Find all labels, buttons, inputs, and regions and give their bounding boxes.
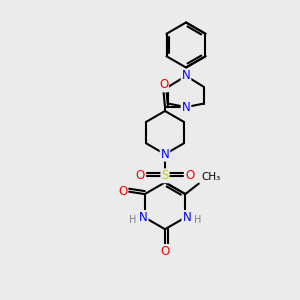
Text: H: H: [129, 215, 136, 225]
Text: O: O: [159, 78, 168, 92]
Text: O: O: [185, 169, 194, 182]
Text: N: N: [160, 148, 169, 161]
Text: O: O: [136, 169, 145, 182]
Text: H: H: [194, 215, 201, 225]
Text: N: N: [182, 211, 191, 224]
Text: N: N: [182, 100, 190, 114]
Text: O: O: [118, 185, 127, 198]
Text: N: N: [139, 211, 148, 224]
Text: N: N: [182, 69, 190, 82]
Text: O: O: [160, 245, 169, 258]
Text: CH₃: CH₃: [201, 172, 220, 182]
Text: S: S: [161, 169, 169, 182]
